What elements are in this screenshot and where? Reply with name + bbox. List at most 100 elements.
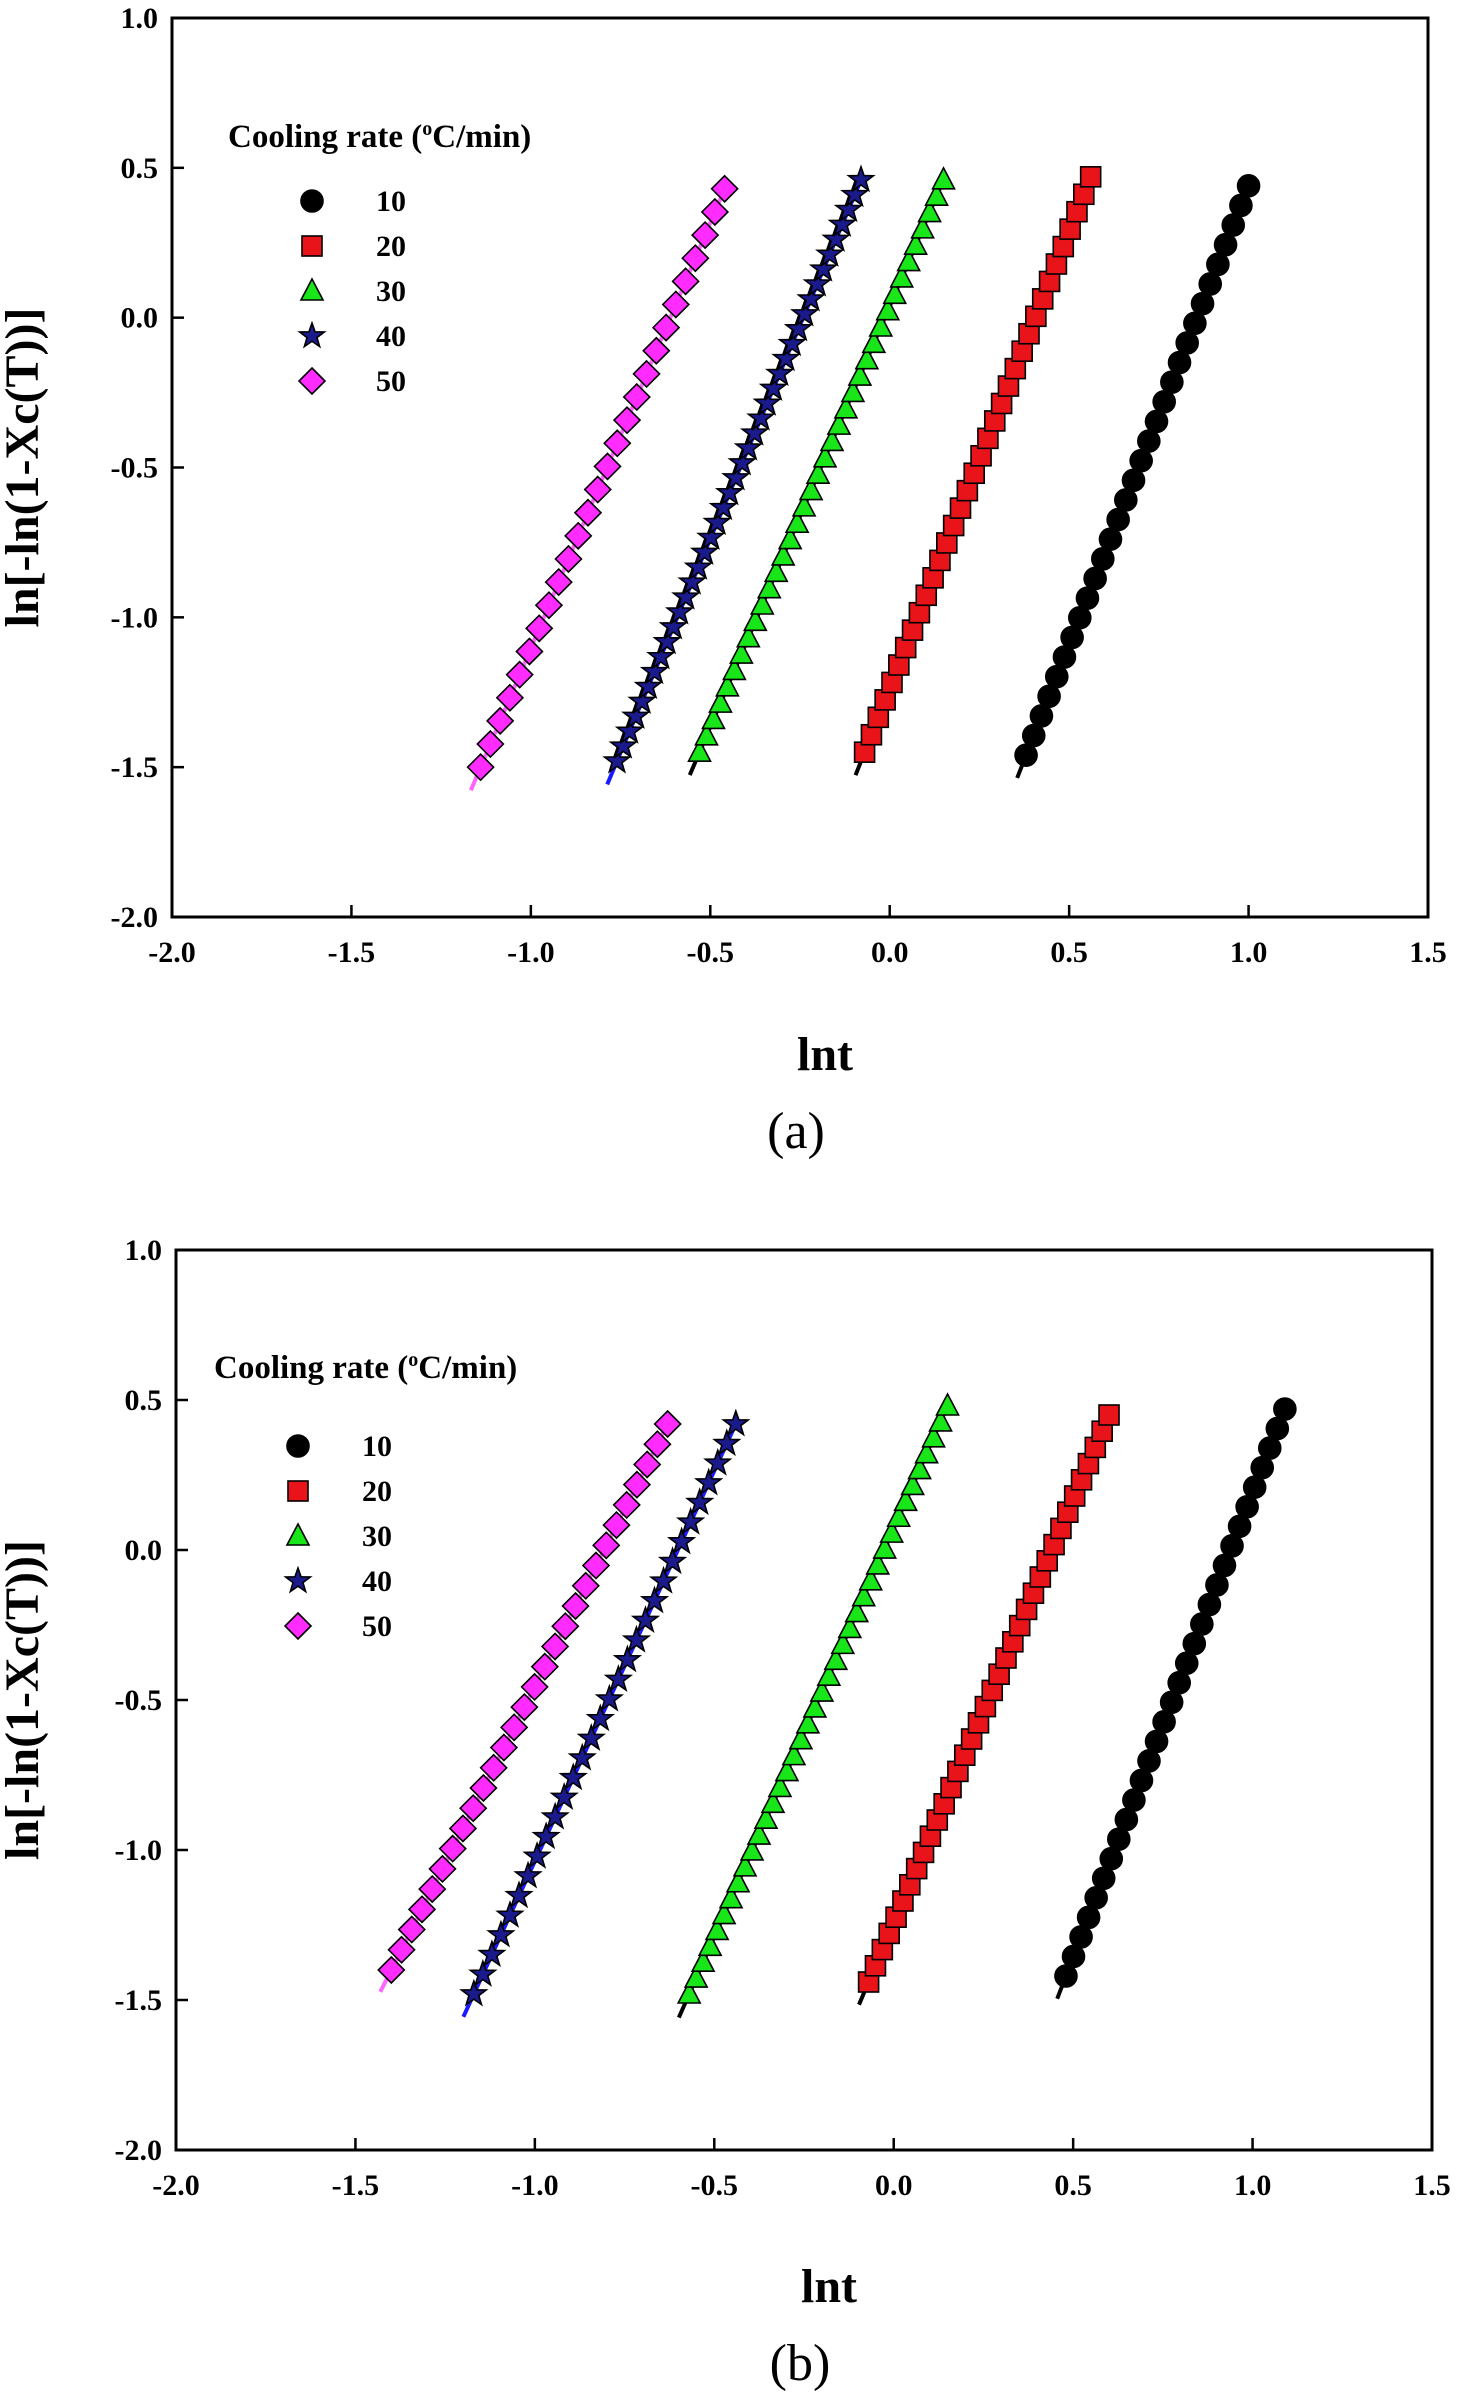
data-point-30 [879, 1519, 904, 1543]
data-point-50 [459, 1794, 488, 1823]
data-point-40 [712, 1428, 742, 1457]
data-point-10 [1121, 468, 1146, 493]
data-point-10 [1075, 586, 1100, 610]
data-point-30 [921, 1424, 946, 1448]
data-point-10 [1159, 1690, 1184, 1715]
y-tick-label: -2.0 [115, 2134, 163, 2167]
data-point-10 [1014, 743, 1038, 767]
data-point-10 [1122, 1788, 1146, 1812]
legend: Cooling rate (oC/min) 10 20 30 40 50 [214, 1349, 517, 1643]
data-point-50 [642, 336, 671, 365]
data-point-30 [896, 247, 922, 272]
data-point-30 [805, 460, 831, 484]
y-axis-title: ln[-ln(1-Xc(T))] [0, 308, 49, 628]
data-point-30 [729, 640, 754, 664]
legend-marker-40 [283, 1565, 313, 1594]
data-point-40 [764, 358, 795, 387]
data-point-10 [1182, 1631, 1207, 1656]
data-point-10 [1174, 1651, 1199, 1675]
data-point-30 [777, 525, 803, 550]
data-point-30 [798, 476, 824, 501]
data-point-30 [732, 1853, 758, 1877]
data-point-30 [858, 1567, 884, 1591]
data-point-50 [661, 290, 690, 319]
y-tick-label: -2.0 [111, 901, 159, 934]
legend-title: Cooling rate (oC/min) [214, 1349, 517, 1386]
data-point-40 [846, 164, 876, 193]
data-point-40 [771, 343, 801, 372]
data-point-40 [504, 1880, 534, 1909]
x-tick-label: 1.0 [1234, 2169, 1272, 2202]
data-point-50 [428, 1854, 457, 1884]
data-point-50 [651, 313, 681, 342]
data-point-30 [753, 1805, 779, 1829]
data-point-10 [1206, 252, 1230, 277]
data-point-40 [477, 1939, 507, 1968]
data-point-50 [476, 729, 505, 759]
data-point-30 [830, 1630, 856, 1655]
x-tick-label: -1.0 [507, 936, 555, 969]
data-point-50 [690, 220, 720, 250]
data-point-30 [875, 296, 901, 321]
data-point-10 [1084, 1885, 1108, 1910]
data-point-40 [671, 581, 701, 610]
data-point-40 [639, 656, 670, 685]
data-point-40 [796, 283, 826, 312]
data-point-30 [847, 362, 873, 386]
x-tick-label: -1.5 [328, 936, 376, 969]
data-point-50 [534, 591, 564, 620]
series-40 [459, 1408, 751, 2018]
data-point-30 [742, 607, 768, 632]
data-point-40 [657, 1546, 688, 1575]
series-30 [687, 166, 956, 776]
data-point-30 [760, 1789, 786, 1814]
data-point-10 [1190, 291, 1215, 316]
data-point-10 [1190, 1612, 1214, 1636]
data-point-40 [495, 1899, 525, 1928]
data-point-30 [872, 1535, 898, 1559]
data-point-40 [675, 1506, 706, 1535]
data-point-40 [646, 641, 676, 670]
data-point-10 [1273, 1397, 1297, 1421]
data-point-50 [515, 637, 544, 666]
x-tick-label: -0.5 [691, 2169, 739, 2202]
series-50 [377, 1409, 682, 1993]
data-point-30 [819, 427, 845, 452]
data-point-40 [549, 1782, 579, 1810]
data-point-50 [622, 1470, 652, 1499]
data-point-10 [1067, 605, 1092, 630]
data-point-40 [746, 402, 776, 431]
data-point-40 [585, 1703, 615, 1732]
data-point-40 [614, 715, 645, 744]
data-point-10 [1198, 272, 1223, 296]
x-axis-title: lnt [801, 2260, 857, 2313]
data-point-30 [676, 1980, 702, 2004]
data-point-40 [733, 432, 764, 461]
data-point-40 [739, 417, 770, 446]
data-point-50 [510, 1692, 539, 1722]
data-point-30 [781, 1741, 807, 1766]
data-point-40 [602, 745, 632, 774]
x-tick-label: -2.0 [148, 936, 196, 969]
data-point-30 [725, 1869, 751, 1893]
data-point-30 [910, 215, 935, 239]
legend: Cooling rate (oC/min) 10 20 30 40 50 [228, 118, 531, 398]
data-point-30 [791, 493, 817, 517]
data-point-40 [827, 209, 857, 238]
series-30 [676, 1392, 960, 2019]
data-point-30 [770, 542, 796, 566]
data-point-40 [594, 1683, 625, 1712]
data-point-30 [844, 1598, 870, 1623]
y-tick-label: 0.5 [121, 152, 159, 185]
data-point-10 [1205, 1573, 1229, 1597]
data-point-40 [459, 1978, 489, 2007]
y-tick-label: -0.5 [115, 1684, 163, 1717]
data-point-10 [1152, 389, 1176, 414]
data-point-50 [583, 475, 612, 504]
y-axis-title: ln[-ln(1-Xc(T))] [0, 1540, 49, 1860]
data-point-40 [802, 268, 832, 297]
data-point-40 [540, 1801, 570, 1830]
data-point-40 [752, 387, 782, 416]
data-point-20 [1098, 1404, 1120, 1426]
data-point-40 [612, 1644, 643, 1673]
